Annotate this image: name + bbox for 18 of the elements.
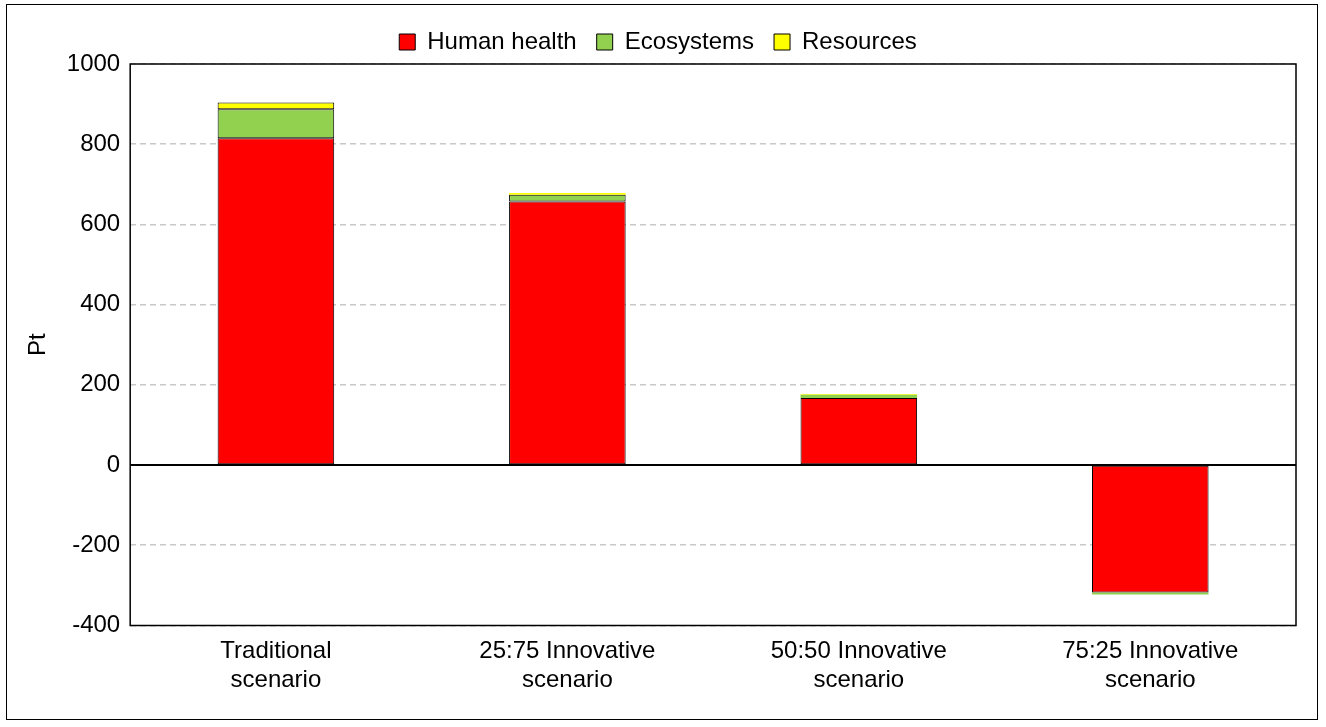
y-tick-label: 800 xyxy=(80,128,121,156)
y-tick-label: 1000 xyxy=(66,48,121,76)
y-axis-title: Pt xyxy=(23,333,51,357)
bar xyxy=(800,394,918,399)
y-tick-label: 600 xyxy=(80,209,121,237)
y-tick-label: -400 xyxy=(72,610,121,638)
bar xyxy=(1091,592,1209,595)
y-tick-label: 200 xyxy=(80,369,121,397)
x-tick-label: Traditional scenario xyxy=(220,636,332,693)
legend-label: Resources xyxy=(802,26,917,54)
x-tick-label: 25:75 Innovative scenario xyxy=(479,636,656,693)
y-tick-label: -200 xyxy=(72,529,121,557)
x-tick-label: 75:25 Innovative scenario xyxy=(1062,636,1239,693)
y-tick-label: 400 xyxy=(80,289,121,317)
y-tick-label: 0 xyxy=(106,449,121,477)
legend-label: Human health xyxy=(427,26,577,54)
x-tick-label: 50:50 Innovative scenario xyxy=(770,636,947,693)
legend-label: Ecosystems xyxy=(624,26,755,54)
